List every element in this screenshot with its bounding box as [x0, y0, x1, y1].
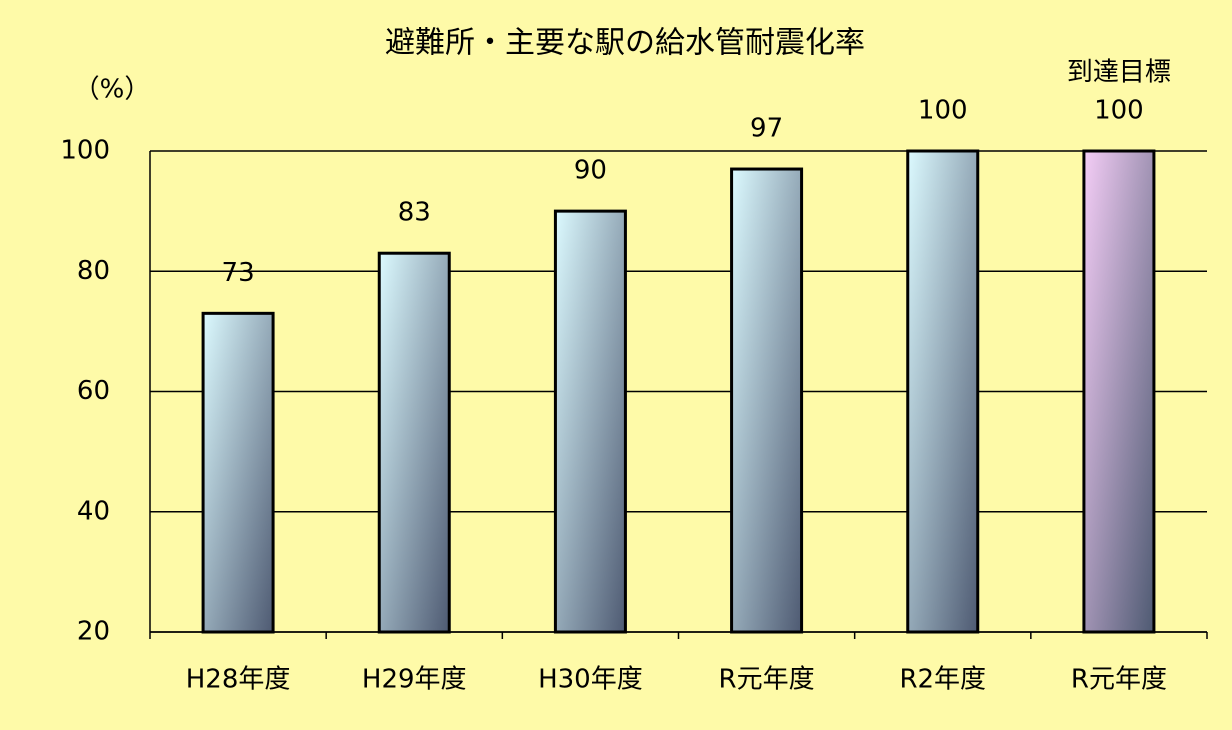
x-tick-label: H30年度	[538, 665, 643, 695]
value-label: 97	[750, 114, 783, 144]
x-tick-label: H29年度	[362, 665, 467, 695]
value-label: 100	[1094, 96, 1144, 126]
y-tick-label: 80	[77, 256, 110, 286]
y-tick-label: 100	[60, 136, 110, 166]
bar	[1082, 149, 1156, 634]
y-tick-label: 40	[77, 496, 110, 526]
value-label: 100	[918, 96, 968, 126]
y-tick-label: 20	[77, 617, 110, 647]
value-label: 73	[222, 258, 255, 288]
x-tick-label: R2年度	[899, 665, 986, 695]
x-tick-label: H28年度	[186, 665, 291, 695]
x-tick-label: R元年度	[719, 665, 815, 695]
annotation: 到達目標	[1067, 58, 1171, 88]
bar	[730, 167, 804, 634]
bar	[201, 311, 275, 634]
x-tick-label: R元年度	[1071, 665, 1167, 695]
bar	[377, 251, 451, 634]
chart-title: 避難所・主要な駅の給水管耐震化率	[385, 26, 865, 61]
value-label: 90	[574, 156, 607, 186]
value-label: 83	[398, 198, 431, 228]
bar	[553, 209, 627, 634]
y-axis-label: （%）	[74, 75, 151, 105]
bar	[906, 149, 980, 634]
y-tick-label: 60	[77, 376, 110, 406]
